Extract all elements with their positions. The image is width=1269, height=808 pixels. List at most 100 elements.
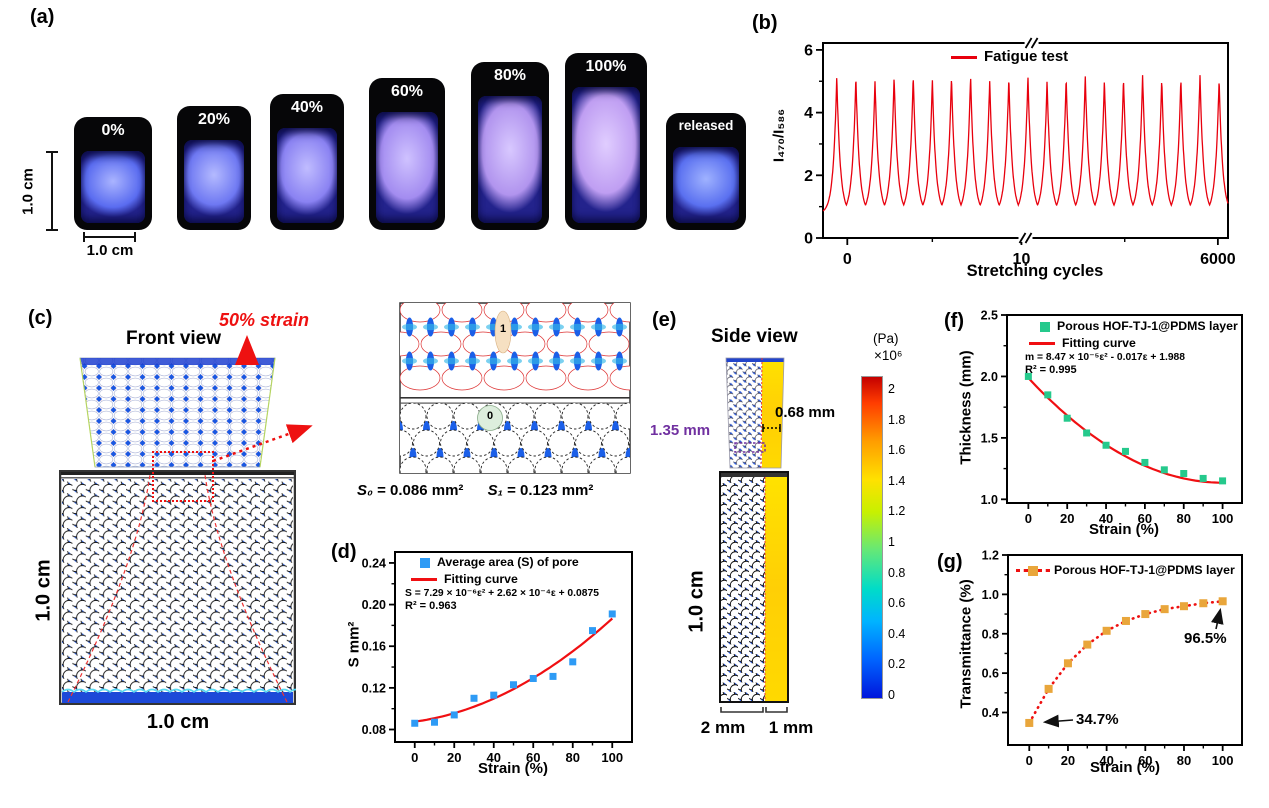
transmittance-min-annotation: 34.7% — [1076, 711, 1119, 728]
sample-photo: 20% — [177, 106, 251, 230]
front-view-unstretched-simulation — [59, 470, 296, 705]
svg-text:1.2: 1.2 — [982, 549, 999, 563]
sample-strain-label: 60% — [390, 83, 424, 100]
strain-annotation: 50% strain — [219, 310, 310, 330]
svg-text:40: 40 — [1099, 753, 1113, 768]
thickness-marker-swatch — [1040, 321, 1050, 332]
thickness-legend-1: Porous HOF-TJ-1@PDMS layer — [1040, 319, 1238, 333]
pore-area-chart: 0.08 0.12 0.16 0.20 0.24 0 20 40 60 80 100 — [362, 551, 633, 765]
thickness-r2: R² = 0.995 — [1025, 364, 1077, 376]
sample-strain-label: 40% — [290, 99, 324, 116]
pore-area-fit-label: Fitting curve — [444, 572, 518, 586]
svg-text:4: 4 — [804, 105, 813, 122]
stress-colorbar — [861, 376, 883, 699]
colorbar-tick: 0.8 — [888, 565, 906, 580]
colorbar-scale-label: ×10⁶ — [874, 348, 903, 363]
sample-glow — [478, 96, 542, 223]
panel-e-height-label: 1.0 cm — [685, 570, 708, 633]
fatigue-test-chart: 0 2 4 6 0 10 6000 — [804, 37, 1236, 268]
pore-area-x-axis-title: Strain (%) — [477, 760, 548, 777]
svg-text:0.24: 0.24 — [362, 556, 386, 570]
thickness-fit-label: Fitting curve — [1062, 336, 1136, 350]
sample-photo: released — [666, 113, 746, 230]
colorbar-tick: 1.4 — [888, 473, 906, 488]
panel-a-label: (a) — [30, 6, 55, 28]
panel-a-photo-strip: 0% 20% 40% 60% 80% 100% released — [0, 0, 760, 290]
side-view-title: Side view — [711, 326, 798, 347]
s1-value: = 0.123 mm² — [507, 482, 594, 499]
svg-text:100: 100 — [601, 750, 623, 765]
sample-photo: 100% — [565, 53, 647, 230]
colorbar-tick: 0.4 — [888, 626, 906, 641]
colorbar-unit-label: (Pa) — [873, 331, 899, 346]
sample-strain-label: 0% — [101, 122, 125, 139]
fatigue-legend-label: Fatigue test — [984, 48, 1069, 65]
panel-g-label: (g) — [937, 551, 963, 573]
svg-text:80: 80 — [1177, 753, 1191, 768]
sample-photo: 40% — [270, 94, 344, 230]
transmittance-chart: 0.4 0.6 0.8 1.0 1.2 0 20 40 60 80 100 — [982, 549, 1243, 768]
pore-area-legend-label: Average area (S) of pore — [437, 555, 579, 569]
colorbar-tick: 0.2 — [888, 657, 906, 672]
sample-strain-label: 80% — [493, 67, 527, 84]
thickness-fit-swatch — [1029, 342, 1055, 346]
svg-text:1.0: 1.0 — [981, 493, 998, 507]
sample-glow — [81, 151, 145, 223]
transmittance-legend: Porous HOF-TJ-1@PDMS layer — [1016, 563, 1235, 577]
transmittance-max-annotation: 96.5% — [1184, 630, 1227, 647]
panel-c-width-label: 1.0 cm — [146, 711, 210, 733]
colorbar-tick: 0.6 — [888, 596, 906, 611]
sample-glow — [673, 147, 739, 223]
panel-d-label: (d) — [331, 541, 357, 563]
side-view-simulation — [719, 357, 789, 713]
pdms-width-label: 1 mm — [768, 718, 814, 737]
svg-text:60: 60 — [1138, 753, 1152, 768]
pore-zoom-inset — [399, 302, 631, 474]
pore-area-values: S₀ = 0.086 mm² S₁ = 0.123 mm² — [357, 482, 593, 499]
sample-photo: 0% — [74, 117, 152, 230]
svg-text:2.0: 2.0 — [981, 370, 998, 384]
svg-text:0: 0 — [411, 750, 418, 765]
colorbar-tick: 1.8 — [888, 412, 906, 427]
svg-text:60: 60 — [526, 750, 540, 765]
sample-glow — [183, 140, 245, 223]
pore-area-marker-swatch — [420, 557, 430, 568]
thickness-legend-2: Fitting curve — [1029, 336, 1136, 350]
sample-strain-label: released — [678, 118, 734, 133]
svg-text:2: 2 — [804, 168, 813, 185]
svg-text:0: 0 — [843, 251, 852, 268]
thickness-chart: 1.0 1.5 2.0 2.5 0 20 40 60 80 100 — [981, 309, 1243, 526]
fatigue-legend-line — [951, 55, 977, 59]
thickness-legend-label: Porous HOF-TJ-1@PDMS layer — [1057, 319, 1238, 333]
panel-e-label: (e) — [652, 309, 677, 331]
svg-text:0.8: 0.8 — [982, 627, 999, 641]
sample-strain-label: 20% — [197, 111, 231, 128]
pore-area-legend-2: Fitting curve — [411, 572, 518, 586]
thickness-equation: m = 8.47 × 10⁻⁵ε² - 0.017ε + 1.988 — [1025, 352, 1186, 363]
s0-value: = 0.086 mm² — [377, 482, 464, 499]
pore-1-marker: 1 — [499, 323, 507, 335]
pore-0-marker: 0 — [486, 410, 494, 422]
svg-text:80: 80 — [1177, 511, 1191, 526]
stretched-width-label: 1.35 mm — [650, 422, 711, 439]
svg-text:0: 0 — [1025, 511, 1032, 526]
panel-b-label: (b) — [752, 12, 778, 34]
svg-text:0.6: 0.6 — [982, 667, 999, 681]
svg-text:40: 40 — [1099, 511, 1113, 526]
panel-c-height-label: 1.0 cm — [32, 559, 55, 622]
thickness-y-axis-title: Thickness (mm) — [957, 350, 975, 465]
stretched-thickness-label: 0.68 mm — [775, 404, 836, 421]
svg-text:100: 100 — [1212, 511, 1234, 526]
fatigue-x-axis-title: Stretching cycles — [966, 262, 1104, 280]
sample-glow — [572, 87, 640, 223]
pore-area-y-axis-title: S mm² — [345, 621, 363, 668]
colorbar-tick: 1.6 — [888, 443, 906, 458]
svg-text:1.5: 1.5 — [981, 431, 998, 445]
svg-text:0.16: 0.16 — [362, 640, 386, 654]
fatigue-y-axis-title: I₄₇₀/I₅₈₆ — [770, 108, 788, 163]
svg-text:10: 10 — [1013, 251, 1031, 268]
panel-c-label: (c) — [28, 307, 53, 329]
svg-text:0.08: 0.08 — [362, 723, 386, 737]
sample-glow — [375, 112, 439, 223]
